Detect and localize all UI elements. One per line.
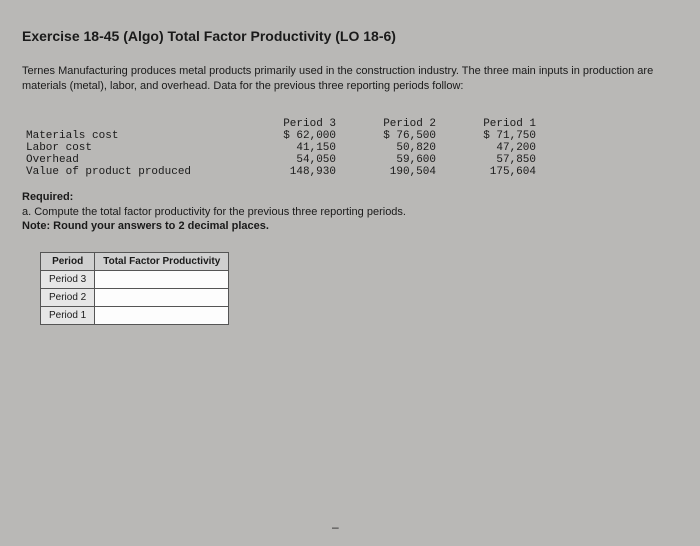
col-header-p3: Period 3	[283, 118, 336, 130]
col-header-p2: Period 2	[383, 118, 436, 130]
required-a: a. Compute the total factor productivity…	[22, 206, 406, 218]
p3-value: 148,930	[290, 166, 336, 178]
required-heading: Required:	[22, 191, 73, 203]
p2-overhead: 59,600	[396, 154, 436, 166]
p1-overhead: 57,850	[496, 154, 536, 166]
row-label-value: Value of product produced	[26, 166, 191, 178]
required-block: Required: a. Compute the total factor pr…	[22, 190, 678, 235]
answer-row-p3-label: Period 3	[41, 271, 95, 289]
answer-row-p2-input[interactable]	[95, 289, 229, 307]
intro-text: Ternes Manufacturing produces metal prod…	[22, 64, 678, 94]
p3-materials: $ 62,000	[283, 130, 336, 142]
p1-materials: $ 71,750	[483, 130, 536, 142]
required-note: Note: Round your answers to 2 decimal pl…	[22, 220, 269, 232]
answer-row-p1-input[interactable]	[95, 307, 229, 325]
p3-overhead: 54,050	[296, 154, 336, 166]
row-label-materials: Materials cost	[26, 130, 118, 142]
p2-materials: $ 76,500	[383, 130, 436, 142]
answer-row-p3-input[interactable]	[95, 271, 229, 289]
data-table: Materials cost Labor cost Overhead Value…	[22, 106, 678, 178]
answer-row-p2-label: Period 2	[41, 289, 95, 307]
p1-value: 175,604	[490, 166, 536, 178]
p1-labor: 47,200	[496, 142, 536, 154]
row-label-overhead: Overhead	[26, 154, 79, 166]
exercise-title: Exercise 18-45 (Algo) Total Factor Produ…	[22, 28, 678, 44]
answer-header-period: Period	[41, 253, 95, 271]
p2-labor: 50,820	[396, 142, 436, 154]
col-header-p1: Period 1	[483, 118, 536, 130]
p3-labor: 41,150	[296, 142, 336, 154]
answer-table: Period Total Factor Productivity Period …	[40, 252, 229, 325]
answer-row-p1-label: Period 1	[41, 307, 95, 325]
pager-glyph: –	[332, 520, 339, 534]
row-label-labor: Labor cost	[26, 142, 92, 154]
p2-value: 190,504	[390, 166, 436, 178]
answer-header-tfp: Total Factor Productivity	[95, 253, 229, 271]
